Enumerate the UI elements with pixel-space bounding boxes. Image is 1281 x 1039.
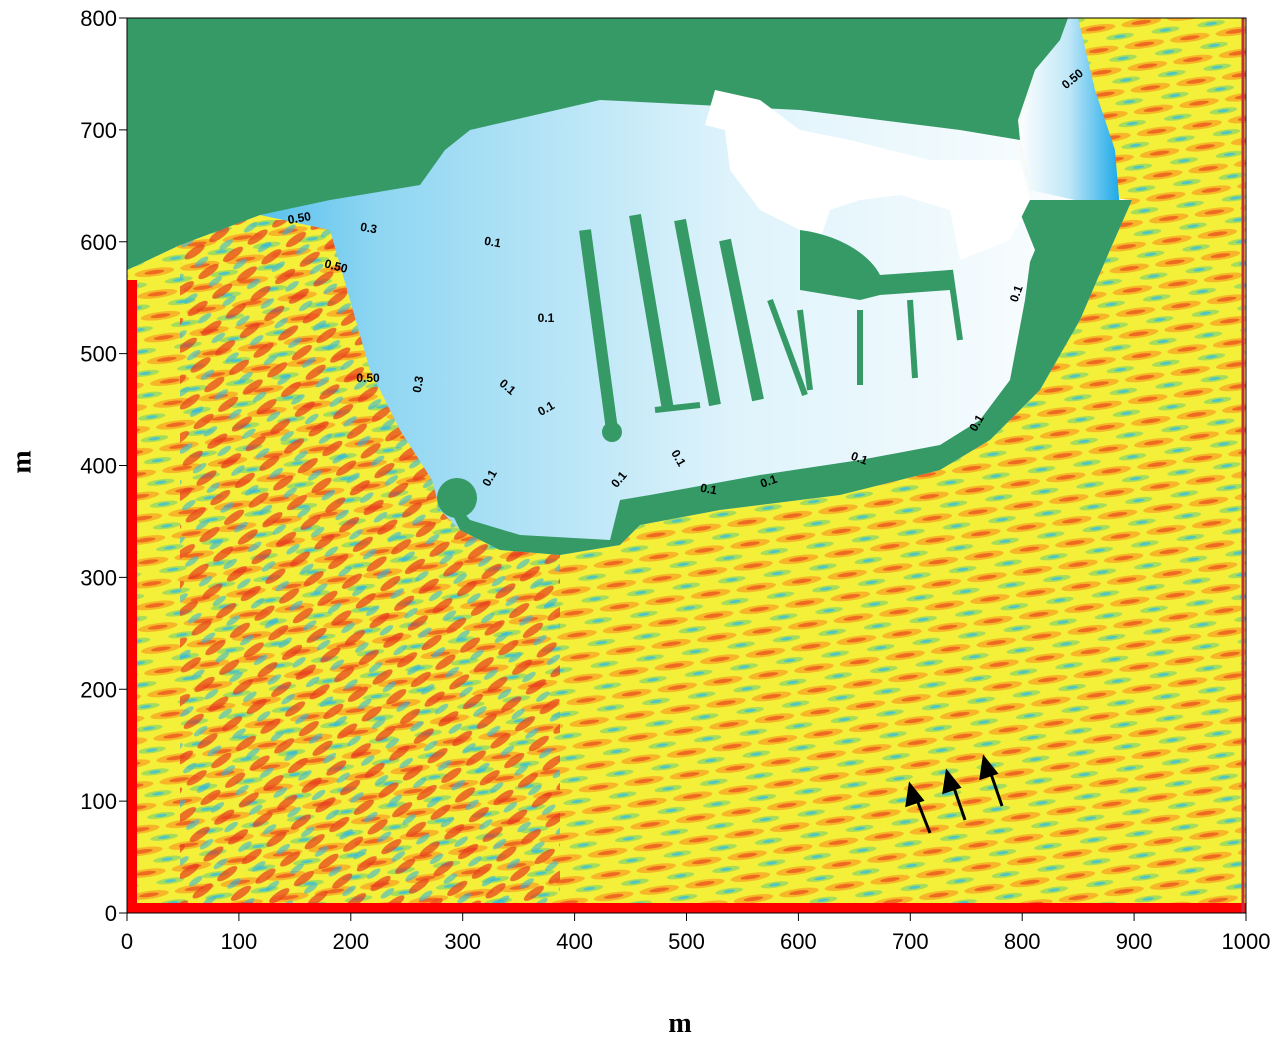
y-tick-label: 300 (80, 565, 117, 590)
direction-arrows (905, 754, 1004, 834)
y-tick-label: 200 (80, 677, 117, 702)
contour-label: 0.50 (356, 371, 380, 385)
contour-label: 0.50 (287, 209, 313, 227)
contour-label: 0.1 (758, 472, 779, 491)
contour-label: 0.1 (699, 481, 718, 498)
x-tick-label: 200 (332, 929, 369, 954)
x-tick-label: 0 (121, 929, 133, 954)
wave-field (127, 18, 1246, 913)
boundary (127, 903, 1246, 913)
y-axis-label: m (6, 450, 37, 473)
boundary (127, 280, 137, 913)
x-tick-label: 500 (668, 929, 705, 954)
x-tick-label: 600 (780, 929, 817, 954)
y-tick-label: 0 (105, 901, 117, 926)
contour-label: 0.1 (538, 311, 555, 325)
y-tick-label: 100 (80, 789, 117, 814)
contour-label: 0.50 (323, 256, 349, 276)
x-tick-label: 900 (1116, 929, 1153, 954)
y-tick-label: 700 (80, 118, 117, 143)
x-tick-label: 1000 (1222, 929, 1271, 954)
x-axis-label: m (668, 1008, 691, 1039)
x-tick-label: 300 (444, 929, 481, 954)
x-tick-label: 800 (1004, 929, 1041, 954)
contour-label: 0.3 (410, 375, 427, 394)
x-tick-label: 100 (221, 929, 258, 954)
x-tick-label: 400 (556, 929, 593, 954)
y-tick-label: 600 (80, 230, 117, 255)
contour-label: 0.1 (849, 449, 870, 468)
y-tick-label: 800 (80, 6, 117, 31)
contour-label: 0.1 (1007, 283, 1026, 304)
contour-label: 0.3 (359, 220, 378, 237)
x-tick-label: 700 (892, 929, 929, 954)
y-tick-label: 500 (80, 342, 117, 367)
y-tick-label: 400 (80, 454, 117, 479)
contour-label: 0.1 (483, 234, 502, 251)
